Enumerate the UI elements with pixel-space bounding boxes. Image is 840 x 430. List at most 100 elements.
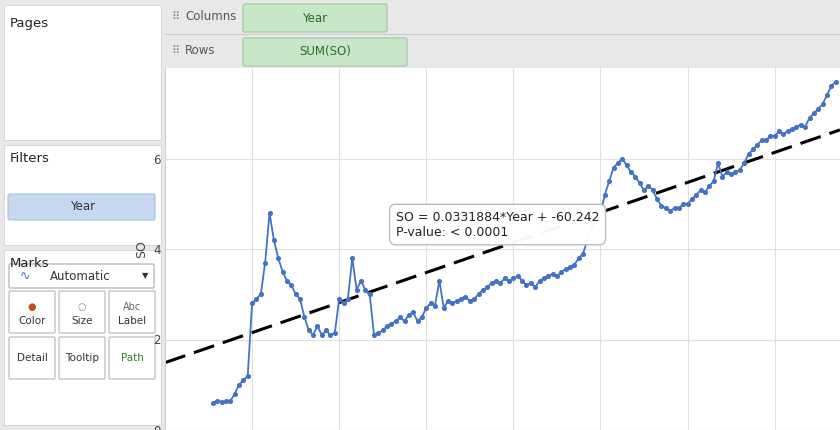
Point <box>319 327 333 334</box>
FancyBboxPatch shape <box>109 337 155 379</box>
Point <box>407 309 420 316</box>
Point <box>528 284 542 291</box>
Point <box>825 83 838 89</box>
Point <box>550 273 564 280</box>
Point <box>759 137 773 144</box>
Point <box>533 277 546 284</box>
FancyBboxPatch shape <box>4 250 161 425</box>
FancyBboxPatch shape <box>9 264 154 288</box>
Point <box>389 318 402 325</box>
Point <box>437 304 450 311</box>
Text: ○: ○ <box>78 302 87 312</box>
FancyBboxPatch shape <box>109 291 155 333</box>
FancyBboxPatch shape <box>243 38 407 66</box>
Text: Detail: Detail <box>17 353 47 363</box>
Point <box>616 155 629 162</box>
FancyBboxPatch shape <box>9 337 55 379</box>
Point <box>738 160 751 166</box>
Point <box>620 162 633 169</box>
Point <box>241 372 255 379</box>
Point <box>711 160 725 166</box>
Point <box>768 132 781 139</box>
Point <box>511 273 524 280</box>
Point <box>415 313 428 320</box>
Point <box>293 295 307 302</box>
Point <box>777 130 790 137</box>
Point <box>729 169 743 175</box>
Text: ⠿: ⠿ <box>171 12 179 22</box>
Point <box>546 270 559 277</box>
Point <box>702 182 716 189</box>
Point <box>237 377 250 384</box>
Point <box>816 101 829 108</box>
Point <box>576 250 590 257</box>
Point <box>646 187 659 194</box>
Point <box>707 178 721 184</box>
FancyBboxPatch shape <box>4 145 161 245</box>
FancyBboxPatch shape <box>59 291 105 333</box>
Point <box>433 277 446 284</box>
FancyBboxPatch shape <box>243 4 387 32</box>
Point <box>472 291 486 298</box>
Point <box>803 114 816 121</box>
Point <box>672 205 685 212</box>
Point <box>690 191 703 198</box>
Point <box>681 200 695 207</box>
Point <box>638 187 651 194</box>
Point <box>498 275 512 282</box>
Point <box>659 205 673 212</box>
Point <box>794 121 807 128</box>
Point <box>337 300 350 307</box>
Point <box>263 209 276 216</box>
Text: Abc: Abc <box>123 302 141 312</box>
Point <box>829 78 840 85</box>
Point <box>385 320 398 327</box>
Text: Pages: Pages <box>10 17 49 30</box>
Point <box>772 128 785 135</box>
Point <box>633 180 647 187</box>
Point <box>507 275 520 282</box>
Point <box>468 295 481 302</box>
Point <box>219 398 233 405</box>
Point <box>381 322 394 329</box>
Point <box>606 164 620 171</box>
Point <box>781 128 795 135</box>
Point <box>454 295 468 302</box>
Point <box>459 293 472 300</box>
Point <box>590 209 603 216</box>
Point <box>323 332 337 338</box>
Point <box>733 166 747 173</box>
Text: ∿: ∿ <box>20 270 30 283</box>
Point <box>359 286 372 293</box>
Point <box>650 196 664 203</box>
Point <box>328 329 342 336</box>
Point <box>694 187 707 194</box>
Text: ●: ● <box>28 302 36 312</box>
Point <box>297 313 311 320</box>
Point <box>811 105 825 112</box>
Point <box>742 150 755 157</box>
Point <box>716 173 729 180</box>
Point <box>785 126 799 132</box>
Y-axis label: SO: SO <box>134 240 148 258</box>
Point <box>254 291 267 298</box>
Point <box>750 141 764 148</box>
Text: ▼: ▼ <box>141 271 148 280</box>
Point <box>520 282 533 289</box>
Point <box>411 318 424 325</box>
Text: Color: Color <box>18 316 45 326</box>
Point <box>654 203 668 209</box>
Point <box>289 291 302 298</box>
Point <box>524 280 538 286</box>
Point <box>450 298 464 304</box>
Text: Automatic: Automatic <box>50 270 111 283</box>
Point <box>685 196 699 203</box>
Point <box>668 205 681 212</box>
Text: Columns: Columns <box>185 10 236 24</box>
Point <box>259 259 272 266</box>
Point <box>446 300 459 307</box>
Text: SUM(SO): SUM(SO) <box>299 46 351 58</box>
Point <box>249 295 263 302</box>
Text: ⠿: ⠿ <box>171 46 179 56</box>
Point <box>790 123 803 130</box>
